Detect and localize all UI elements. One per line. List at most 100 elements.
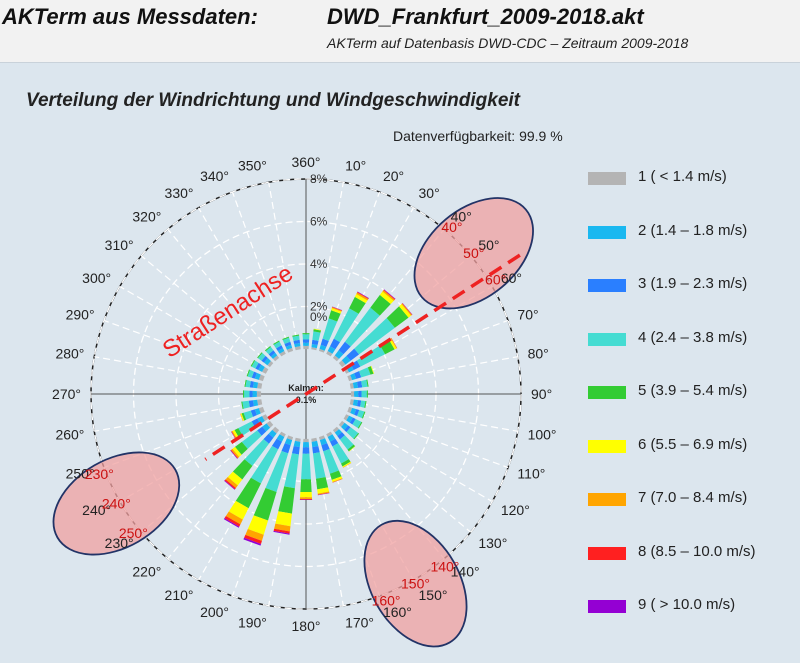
highlight-label: 230° [85, 466, 114, 482]
wind-bar-segment [245, 529, 264, 541]
wind-bar-segment [258, 364, 265, 372]
wind-bar-segment [291, 446, 300, 455]
radial-tick-label: 6% [310, 215, 328, 229]
wind-bar-segment [245, 379, 251, 388]
direction-label: 300° [82, 270, 111, 286]
wind-bar-segment [357, 421, 363, 429]
wind-bar-segment [353, 432, 360, 440]
wind-bar-segment [332, 426, 340, 433]
wind-bar-segment [359, 367, 371, 378]
grid-spoke [103, 408, 264, 469]
wind-bar-segment [347, 406, 353, 414]
wind-bar-segment [299, 497, 313, 499]
direction-label: 60° [501, 270, 522, 286]
direction-label: 20° [383, 168, 404, 184]
direction-label: 240° [82, 502, 111, 518]
wind-bar-segment [250, 445, 279, 484]
wind-bar-segment [401, 303, 412, 316]
wind-bar-segment [257, 416, 265, 424]
wind-bar-segment [252, 381, 259, 389]
wind-bar-segment [311, 339, 319, 346]
wind-bar-segment [344, 425, 351, 433]
wind-bar-segment [356, 292, 369, 301]
wind-bar-segment [346, 348, 360, 361]
direction-label: 310° [105, 237, 134, 253]
wind-bar-segment [299, 498, 313, 500]
wind-bar-segment [227, 471, 243, 486]
wind-bar-segment [235, 477, 261, 509]
wind-bar-segment [253, 488, 277, 521]
wind-bar-segment [391, 337, 398, 349]
wind-bar-segment [370, 294, 391, 316]
wind-bar-segment [273, 530, 290, 535]
wind-bar-segment [331, 307, 342, 312]
wind-bar-segment [318, 435, 326, 441]
highlight-regions [52, 197, 534, 648]
wind-bar-segment [342, 462, 352, 468]
wind-bar-segment [257, 399, 263, 406]
direction-label: 160° [383, 604, 412, 620]
grid-spoke [94, 356, 262, 387]
wind-bar-segment [230, 449, 238, 459]
calm-value: 0.1% [296, 395, 317, 405]
legend-label: 2 (1.4 – 1.8 m/s) [638, 221, 748, 239]
wind-bar-segment [302, 334, 310, 340]
grid-spoke [167, 228, 278, 360]
wind-bar-segment [352, 399, 359, 407]
wind-bar-segment [263, 433, 274, 444]
wind-bar-segment [282, 337, 291, 344]
legend-item: 9 ( > 10.0 m/s) [588, 596, 793, 616]
direction-label: 190° [238, 614, 267, 630]
direction-label: 220° [132, 564, 161, 580]
grid-spoke [350, 356, 518, 387]
wind-bar-segment [257, 382, 263, 389]
wind-bar-segment [343, 414, 350, 421]
wind-bar-segment [332, 306, 343, 311]
wind-bar-segment [388, 338, 397, 350]
chart-title: Verteilung der Windrichtung und Windgesc… [26, 90, 521, 111]
grid-spoke [313, 182, 344, 350]
bars [223, 289, 413, 546]
wind-bar-segment [330, 338, 341, 350]
wind-bar-segment [328, 310, 341, 322]
wind-bar-segment [352, 381, 359, 389]
wind-bar-segment [279, 350, 286, 357]
wind-bar-segment [294, 342, 301, 348]
wind-bar-segment [271, 438, 282, 450]
wind-bar-segment [338, 341, 351, 355]
wind-bar-segment [347, 444, 356, 452]
wind-bar-segment [352, 418, 362, 429]
legend-item: 1 ( < 1.4 m/s) [588, 168, 793, 188]
wind-bar-segment [267, 360, 274, 368]
wind-bar-segment [270, 352, 278, 359]
wind-bar-segment [302, 447, 310, 454]
wind-bar-segment [261, 355, 268, 363]
wind-bar-segment [357, 409, 365, 419]
direction-label: 290° [66, 307, 95, 323]
legend-swatch [588, 439, 626, 453]
wind-bar-segment [294, 437, 301, 442]
highlight-label: 50° [463, 245, 484, 261]
wind-bar-segment [349, 296, 366, 314]
highlight-label: 150° [401, 576, 430, 592]
wind-bar-segment [311, 440, 319, 448]
wind-bar-segment [244, 390, 250, 398]
wind-bar-segment [315, 477, 329, 490]
wind-bar-segment [277, 348, 285, 354]
wind-bar-segment [366, 379, 369, 387]
wind-bar-segment [249, 380, 254, 388]
wind-bar-segment [240, 413, 245, 422]
wind-bar-segment [257, 426, 267, 436]
wind-bar-segment [337, 432, 345, 440]
wind-bar-segment [257, 352, 263, 359]
grid-spoke [140, 255, 272, 366]
wind-bar-segment [390, 338, 398, 349]
grid-spoke [231, 191, 292, 352]
highlight-label: 160° [372, 593, 401, 609]
direction-label: 340° [200, 168, 229, 184]
wind-bar-segment [350, 360, 361, 370]
legend-swatch [588, 493, 626, 506]
header-label: AKTerm aus Messdaten: [2, 4, 258, 29]
wind-bar-segment [273, 340, 280, 345]
wind-bar-segment [278, 486, 295, 514]
